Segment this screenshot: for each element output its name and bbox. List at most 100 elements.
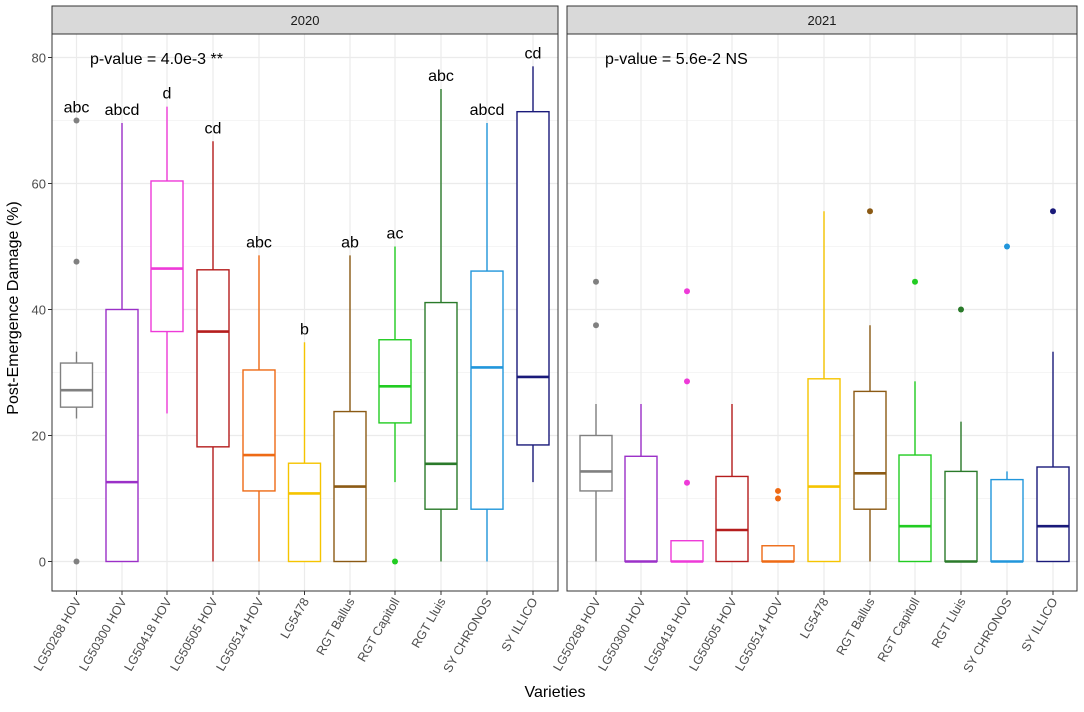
x-tick-label: LG50514 HOV: [213, 595, 266, 674]
y-axis-title: Post-Emergence Damage (%): [5, 201, 22, 414]
outlier-point: [775, 495, 781, 502]
outlier-point: [1050, 208, 1056, 215]
outlier-point: [775, 487, 781, 494]
boxplot-0-3: cd: [196, 120, 230, 562]
box-iqr: [990, 478, 1024, 563]
outlier-point: [73, 558, 80, 565]
box-iqr: [196, 269, 230, 448]
box-iqr: [715, 475, 749, 563]
significance-letter: abc: [64, 100, 90, 117]
significance-letter: cd: [525, 45, 542, 62]
facet-strip: [566, 5, 1078, 35]
facet-strip-label: 2020: [291, 13, 320, 28]
boxplot-0-5: b: [287, 321, 322, 563]
significance-letter: cd: [205, 120, 222, 137]
x-tick-label: RGT Lluis: [409, 596, 449, 651]
outlier-point: [684, 479, 690, 486]
x-tick-label: LG50514 HOV: [732, 595, 785, 674]
box-iqr: [470, 270, 504, 510]
significance-letter: b: [300, 321, 309, 338]
box-iqr: [287, 462, 322, 563]
x-tick-label: LG50300 HOV: [595, 595, 648, 674]
x-tick-label: LG5478: [278, 595, 312, 641]
box-iqr: [516, 110, 550, 446]
significance-letter: abcd: [470, 102, 505, 119]
x-tick-label: LG50268 HOV: [31, 595, 84, 674]
p-value-annotation: p-value = 4.0e-3 **: [90, 51, 223, 68]
x-tick-label: SY ILLICO: [1019, 595, 1061, 654]
outlier-point: [593, 278, 599, 285]
box-iqr: [59, 362, 94, 408]
boxplot-1-6: [853, 208, 887, 562]
boxplot-0-4: abc: [242, 234, 276, 562]
x-tick-label: LG50268 HOV: [550, 595, 603, 674]
box-iqr: [853, 390, 887, 510]
y-tick-label: 20: [32, 429, 46, 444]
x-tick-label: RGT Lluis: [929, 596, 969, 651]
outlier-point: [684, 288, 690, 295]
outlier-point: [1004, 243, 1010, 250]
box-iqr: [807, 378, 841, 563]
y-tick-label: 0: [39, 555, 46, 570]
facet-strip-label: 2021: [808, 13, 837, 28]
boxplot-1-1: [624, 404, 658, 563]
outlier-point: [867, 208, 873, 215]
box-iqr: [424, 301, 458, 510]
boxplot-0-6: ab: [333, 234, 367, 563]
y-tick-label: 80: [32, 51, 46, 66]
box-iqr: [105, 308, 139, 563]
significance-letter: abc: [428, 68, 454, 85]
outlier-point: [958, 306, 964, 313]
boxplot-1-4: [761, 487, 795, 563]
box-iqr: [944, 470, 978, 563]
boxplot-0-8: abc: [424, 68, 458, 562]
boxplot-0-1: abcd: [105, 102, 140, 563]
boxplot-0-10: cd: [516, 45, 550, 483]
boxplot-1-7: [898, 278, 932, 563]
outlier-point: [73, 258, 80, 265]
x-tick-label: SY ILLICO: [499, 595, 541, 654]
x-tick-label: LG50418 HOV: [641, 595, 694, 674]
boxplot-1-9: [990, 243, 1024, 563]
significance-letter: ab: [341, 234, 359, 251]
significance-letter: ac: [387, 226, 404, 243]
outlier-point: [593, 322, 599, 329]
x-tick-label: SY CHRONOS: [961, 596, 1015, 676]
outlier-point: [684, 378, 690, 385]
box-iqr: [1036, 466, 1070, 563]
x-tick-label: LG50505 HOV: [167, 595, 220, 674]
x-tick-label: RGT Capitoll: [355, 596, 403, 665]
boxplot-0-0: abc: [59, 100, 94, 565]
box-iqr: [761, 545, 795, 563]
y-tick-label: 40: [32, 303, 46, 318]
x-tick-label: LG5478: [797, 595, 831, 641]
boxplot-0-2: d: [150, 86, 184, 414]
x-tick-label: LG50418 HOV: [121, 595, 174, 674]
outlier-point: [73, 117, 80, 124]
significance-letter: d: [163, 86, 172, 103]
outlier-point: [392, 558, 398, 565]
outlier-point: [912, 278, 918, 285]
box-iqr: [579, 434, 613, 492]
panel-border: [566, 33, 1078, 592]
x-tick-label: LG50505 HOV: [686, 595, 739, 674]
boxplot-1-2: [670, 288, 704, 563]
significance-letter: abc: [246, 234, 272, 251]
x-tick-label: SY CHRONOS: [441, 596, 495, 676]
p-value-annotation: p-value = 5.6e-2 NS: [605, 51, 748, 68]
boxplot-1-3: [715, 404, 749, 563]
box-iqr: [670, 540, 704, 563]
box-iqr: [624, 455, 658, 563]
box-iqr: [242, 369, 276, 492]
box-iqr: [378, 339, 412, 424]
x-tick-label: RGT Capitoll: [875, 596, 923, 665]
boxplot-0-9: abcd: [470, 102, 505, 562]
significance-letter: abcd: [105, 102, 140, 119]
boxplot-1-10: [1036, 208, 1070, 563]
boxplot-1-0: [579, 278, 613, 562]
x-tick-label: RGT Ballus: [314, 596, 358, 658]
box-iqr: [898, 454, 932, 563]
y-tick-label: 60: [32, 177, 46, 192]
